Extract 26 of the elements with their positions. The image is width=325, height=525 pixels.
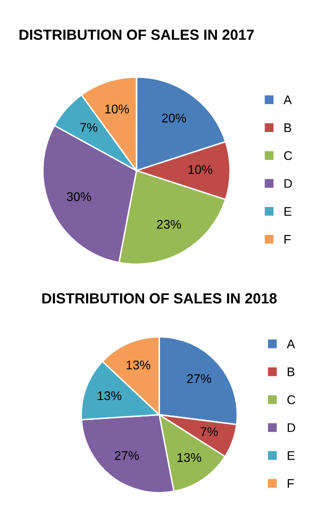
data-label: 27% [114,451,139,460]
data-label: 7% [80,123,98,132]
legend-label: A [286,340,296,348]
legend-label: E [288,451,295,460]
legend-label: B [288,368,294,376]
legend-label: D [284,179,292,188]
data-label: 23% [157,220,181,229]
legend-label: D [288,423,296,432]
legend-label: E [284,207,292,216]
chart-title: DISTRIBUTION OF SALES IN 2017 [20,30,254,40]
data-label: 27% [187,374,212,383]
legend-label: C [284,151,292,160]
data-label: 30% [66,192,91,202]
data-label: 20% [162,114,186,122]
legend-label: F [284,235,291,244]
data-label: 13% [98,391,122,400]
legend-label: C [287,395,296,404]
chart-title: DISTRIBUTION OF SALES IN 2018 [42,293,277,304]
data-label: 10% [188,165,212,174]
data-label: 10% [105,104,129,114]
data-label: 7% [200,427,218,436]
legend-label: B [284,123,292,132]
data-label: 13% [126,360,150,370]
data-label: 13% [178,453,202,462]
legend-label: F [288,479,294,488]
legend-label: A [284,96,292,104]
